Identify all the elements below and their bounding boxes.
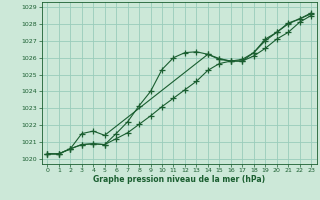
X-axis label: Graphe pression niveau de la mer (hPa): Graphe pression niveau de la mer (hPa) bbox=[93, 175, 265, 184]
